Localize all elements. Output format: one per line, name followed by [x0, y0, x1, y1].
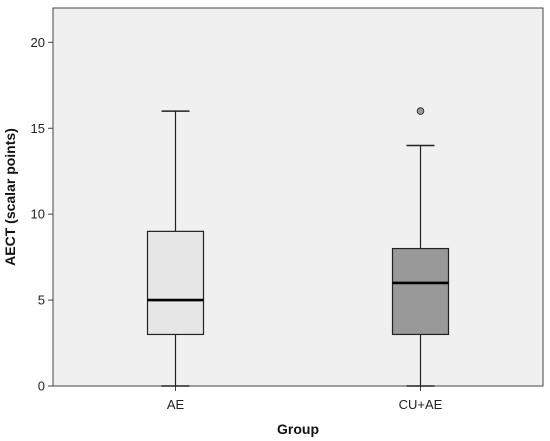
y-tick-label-5: 5: [38, 293, 45, 308]
x-axis-title: Group: [277, 421, 319, 437]
x-tick-label-ae: AE: [167, 397, 185, 412]
y-tick-label-10: 10: [31, 207, 45, 222]
plot-area: [52, 7, 544, 387]
outlier-cu-ae-0: [416, 107, 425, 115]
chart-marks: 0 5 10 15 20 AE CU+AE: [31, 35, 450, 412]
y-axis-title: AECT (scalar points): [2, 128, 18, 266]
y-tick-label-15: 15: [31, 121, 45, 136]
box-ae: [146, 230, 205, 336]
box-cu-ae: [391, 247, 450, 336]
y-tick-label-20: 20: [31, 35, 45, 50]
y-tick-label-0: 0: [38, 379, 45, 394]
x-tick-label-cu-ae: CU+AE: [399, 397, 443, 412]
